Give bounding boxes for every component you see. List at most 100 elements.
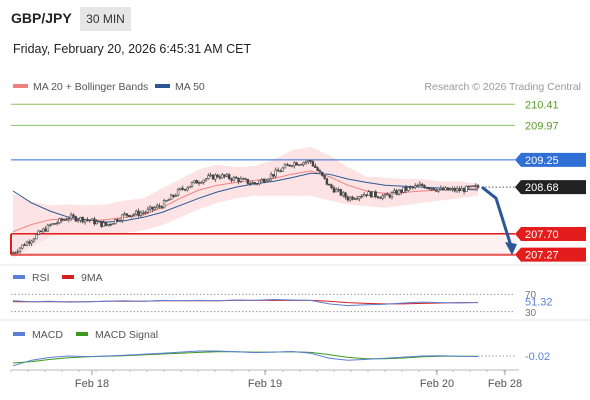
candle-body <box>307 160 310 163</box>
rsi-upper-label: 70 <box>525 290 537 301</box>
candle-body <box>60 218 64 221</box>
candle-body <box>190 182 194 187</box>
candle-body <box>465 185 468 192</box>
candle-body <box>62 219 66 221</box>
candle-body <box>179 187 182 190</box>
candle-body <box>411 186 415 189</box>
candle-body <box>123 213 126 216</box>
candle-body <box>355 198 359 200</box>
rsi-lower-label: 30 <box>525 308 537 319</box>
candle-body <box>427 187 431 190</box>
candle-body <box>202 179 205 183</box>
candle-body <box>35 234 38 240</box>
candle-body <box>76 219 80 222</box>
candle-body <box>425 187 429 189</box>
candle-body <box>420 183 424 186</box>
candle-body <box>413 185 417 188</box>
support-tag-4 <box>515 247 586 262</box>
candle-body <box>381 195 384 199</box>
resistance-label-1: 209.97 <box>525 120 559 132</box>
candle-body <box>437 189 440 192</box>
candle-body <box>244 178 247 180</box>
candle-body <box>111 223 115 225</box>
candle-body <box>214 174 217 180</box>
candle-body <box>346 196 349 201</box>
candle-body <box>100 221 103 227</box>
support-tag-3 <box>515 227 586 242</box>
timeframe-badge[interactable] <box>80 7 131 31</box>
candle-body <box>197 182 201 184</box>
candle-body <box>274 169 277 177</box>
candle-body <box>279 170 282 173</box>
candle-body <box>18 247 22 252</box>
candle-body <box>228 174 231 179</box>
candle-body <box>348 196 352 201</box>
candle-body <box>369 191 373 198</box>
candle-body <box>81 217 84 223</box>
candle-body <box>39 230 43 233</box>
candle-body <box>37 230 40 235</box>
candle-body <box>93 218 96 225</box>
candle-body <box>142 212 145 214</box>
candle-body <box>269 174 273 180</box>
candle-body <box>311 161 315 167</box>
candle-body <box>23 244 26 246</box>
macd-legend-swatch <box>13 332 25 336</box>
candle-body <box>121 214 124 221</box>
candle-body <box>458 188 461 191</box>
candle-body <box>376 196 380 198</box>
candle-body <box>362 194 366 197</box>
candle-body <box>283 164 287 169</box>
candle-body <box>293 162 296 167</box>
candle-body <box>193 180 196 183</box>
candle-body <box>172 194 175 197</box>
candle-body <box>225 174 229 177</box>
candle-body <box>318 170 322 173</box>
candle-body <box>21 244 24 249</box>
candle-body <box>455 188 459 192</box>
rsi-legend-label: RSI <box>32 272 50 284</box>
current-price-label: 208.68 <box>525 182 559 194</box>
candle-body <box>304 161 308 164</box>
candle-body <box>156 205 159 208</box>
candle-body <box>79 217 82 221</box>
candle-body <box>316 167 319 171</box>
candle-body <box>44 228 47 232</box>
candle-body <box>372 191 375 198</box>
candle-body <box>200 182 203 184</box>
candle-body <box>74 216 78 222</box>
candle-body <box>276 169 280 172</box>
candle-body <box>162 200 166 209</box>
candle-body <box>128 215 131 217</box>
candle-body <box>46 224 50 232</box>
rsi-panel <box>11 293 515 313</box>
candle-body <box>11 252 15 254</box>
candle-body <box>388 194 391 198</box>
candle-body <box>367 191 370 196</box>
x-tick-label: Feb 28 <box>488 378 522 390</box>
candle-body <box>290 165 294 167</box>
candle-body <box>246 178 249 184</box>
candle-body <box>448 188 452 191</box>
candle-body <box>390 192 394 198</box>
support-label-4: 207.27 <box>525 250 559 262</box>
bollinger-band <box>13 146 478 258</box>
credit-label: Research © 2026 Trading Central <box>424 81 581 93</box>
rsi-legend-swatch <box>13 275 25 279</box>
x-tick-label: Feb 20 <box>420 378 454 390</box>
macd-panel <box>12 350 515 367</box>
candle-body <box>72 214 75 217</box>
candle-body <box>255 183 259 185</box>
candle-body <box>439 187 442 190</box>
rsi-ma-legend-label: 9MA <box>81 272 103 284</box>
level-lines <box>10 103 515 256</box>
candle-body <box>397 189 401 195</box>
candle-body <box>395 190 398 195</box>
candle-body <box>334 189 338 193</box>
candle-body <box>341 192 345 196</box>
rsi-value-label: 51.32 <box>525 297 553 309</box>
candle-body <box>223 174 226 177</box>
candle-body <box>451 188 454 190</box>
candle-body <box>209 174 212 177</box>
candle-body <box>249 183 252 185</box>
